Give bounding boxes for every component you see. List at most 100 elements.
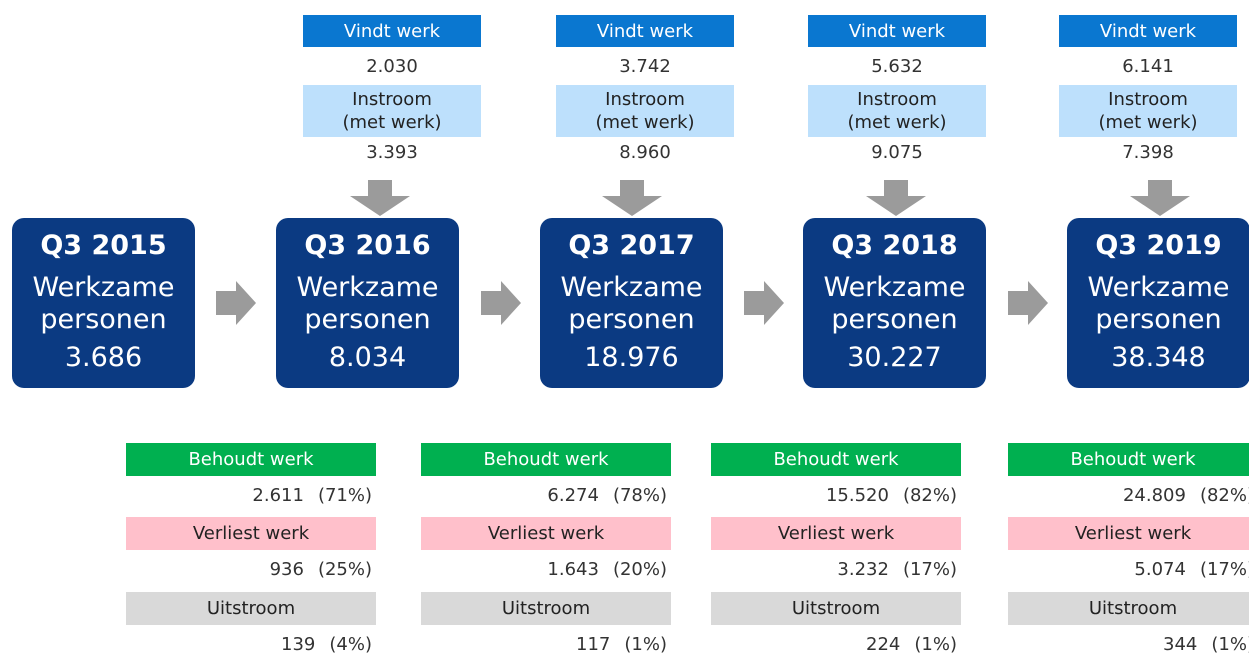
outflow-value: 3.232 (17%) [691, 559, 957, 580]
label-line: (met werk) [1098, 112, 1198, 133]
node: Q3 2015 Werkzame personen 3.686 [12, 218, 195, 388]
outflow-value: 2.611 (71%) [106, 485, 372, 506]
node: Q3 2017 Werkzame personen 18.976 [540, 218, 723, 388]
node-line: personen [568, 304, 695, 335]
node-value: 18.976 [584, 342, 679, 373]
node-text: Werkzame personen [540, 272, 723, 336]
outflow-pct: (1%) [914, 634, 957, 655]
outflow-pct: (20%) [612, 559, 667, 580]
outflow-label: Verliest werk [421, 517, 671, 550]
inflow-value: 7.398 [1122, 142, 1174, 163]
outflow-value: 344 (1%) [988, 634, 1249, 655]
node-value: 3.686 [64, 342, 143, 373]
inflow-value: 6.141 [1122, 56, 1174, 77]
inflow-label: Instroom (met werk) [303, 85, 481, 137]
outflow-value: 224 (1%) [691, 634, 957, 655]
node-line: Werkzame [296, 272, 439, 303]
label-line: Instroom [605, 89, 685, 110]
inflow-label: Instroom (met werk) [1059, 85, 1237, 137]
label-line: Instroom [1108, 89, 1188, 110]
outflow-label: Uitstroom [126, 592, 376, 625]
outflow-count: 139 [281, 634, 316, 655]
down-arrow [350, 180, 410, 216]
node-title: Q3 2018 [831, 230, 958, 261]
node-line: personen [40, 304, 167, 335]
inflow-label: Instroom (met werk) [556, 85, 734, 137]
down-arrow [866, 180, 926, 216]
node-title: Q3 2019 [1095, 230, 1222, 261]
node-title: Q3 2016 [304, 230, 431, 261]
down-arrow [602, 180, 662, 216]
outflow-label: Behoudt werk [1008, 443, 1249, 476]
node-title: Q3 2017 [568, 230, 695, 261]
outflow-count: 936 [269, 559, 304, 580]
label-line: Instroom [352, 89, 432, 110]
outflow-count: 2.611 [252, 485, 304, 506]
outflow-count: 3.232 [837, 559, 889, 580]
outflow-label: Behoudt werk [711, 443, 961, 476]
node-title: Q3 2015 [40, 230, 167, 261]
outflow-count: 344 [1163, 634, 1198, 655]
node-value: 38.348 [1111, 342, 1206, 373]
node-text: Werkzame personen [1067, 272, 1249, 336]
outflow-pct: (82%) [902, 485, 957, 506]
node-line: personen [1095, 304, 1222, 335]
node: Q3 2018 Werkzame personen 30.227 [803, 218, 986, 388]
outflow-label: Behoudt werk [126, 443, 376, 476]
outflow-count: 117 [576, 634, 611, 655]
outflow-value: 5.074 (17%) [988, 559, 1249, 580]
outflow-value: 936 (25%) [106, 559, 372, 580]
inflow-value: 8.960 [619, 142, 671, 163]
outflow-count: 5.074 [1134, 559, 1186, 580]
inflow-label: Vindt werk [303, 15, 481, 47]
outflow-value: 24.809 (82%) [988, 485, 1249, 506]
outflow-value: 15.520 (82%) [691, 485, 957, 506]
inflow-value: 3.393 [366, 142, 418, 163]
outflow-pct: (78%) [612, 485, 667, 506]
label-line: (met werk) [595, 112, 695, 133]
node-value: 30.227 [847, 342, 942, 373]
outflow-label: Uitstroom [421, 592, 671, 625]
label-line: (met werk) [847, 112, 947, 133]
node-line: Werkzame [823, 272, 966, 303]
outflow-pct: (1%) [1211, 634, 1249, 655]
node-line: Werkzame [1087, 272, 1230, 303]
outflow-count: 1.643 [547, 559, 599, 580]
outflow-label: Behoudt werk [421, 443, 671, 476]
outflow-label: Uitstroom [1008, 592, 1249, 625]
outflow-label: Verliest werk [126, 517, 376, 550]
outflow-count: 15.520 [825, 485, 889, 506]
outflow-pct: (17%) [902, 559, 957, 580]
outflow-label: Verliest werk [711, 517, 961, 550]
outflow-pct: (82%) [1199, 485, 1249, 506]
inflow-label: Instroom (met werk) [808, 85, 986, 137]
inflow-value: 2.030 [366, 56, 418, 77]
inflow-value: 5.632 [871, 56, 923, 77]
right-arrow [1008, 281, 1048, 325]
outflow-value: 6.274 (78%) [401, 485, 667, 506]
right-arrow [216, 281, 256, 325]
inflow-label: Vindt werk [556, 15, 734, 47]
outflow-label: Uitstroom [711, 592, 961, 625]
outflow-pct: (1%) [624, 634, 667, 655]
node-text: Werkzame personen [276, 272, 459, 336]
inflow-value: 3.742 [619, 56, 671, 77]
down-arrow [1130, 180, 1190, 216]
outflow-pct: (4%) [329, 634, 372, 655]
inflow-label: Vindt werk [808, 15, 986, 47]
node: Q3 2019 Werkzame personen 38.348 [1067, 218, 1249, 388]
outflow-value: 117 (1%) [401, 634, 667, 655]
node-text: Werkzame personen [12, 272, 195, 336]
outflow-pct: (25%) [317, 559, 372, 580]
outflow-count: 24.809 [1122, 485, 1186, 506]
right-arrow [481, 281, 521, 325]
node-line: personen [831, 304, 958, 335]
outflow-pct: (17%) [1199, 559, 1249, 580]
right-arrow [744, 281, 784, 325]
node-line: Werkzame [32, 272, 175, 303]
node-text: Werkzame personen [803, 272, 986, 336]
outflow-count: 6.274 [547, 485, 599, 506]
node-line: personen [304, 304, 431, 335]
inflow-value: 9.075 [871, 142, 923, 163]
